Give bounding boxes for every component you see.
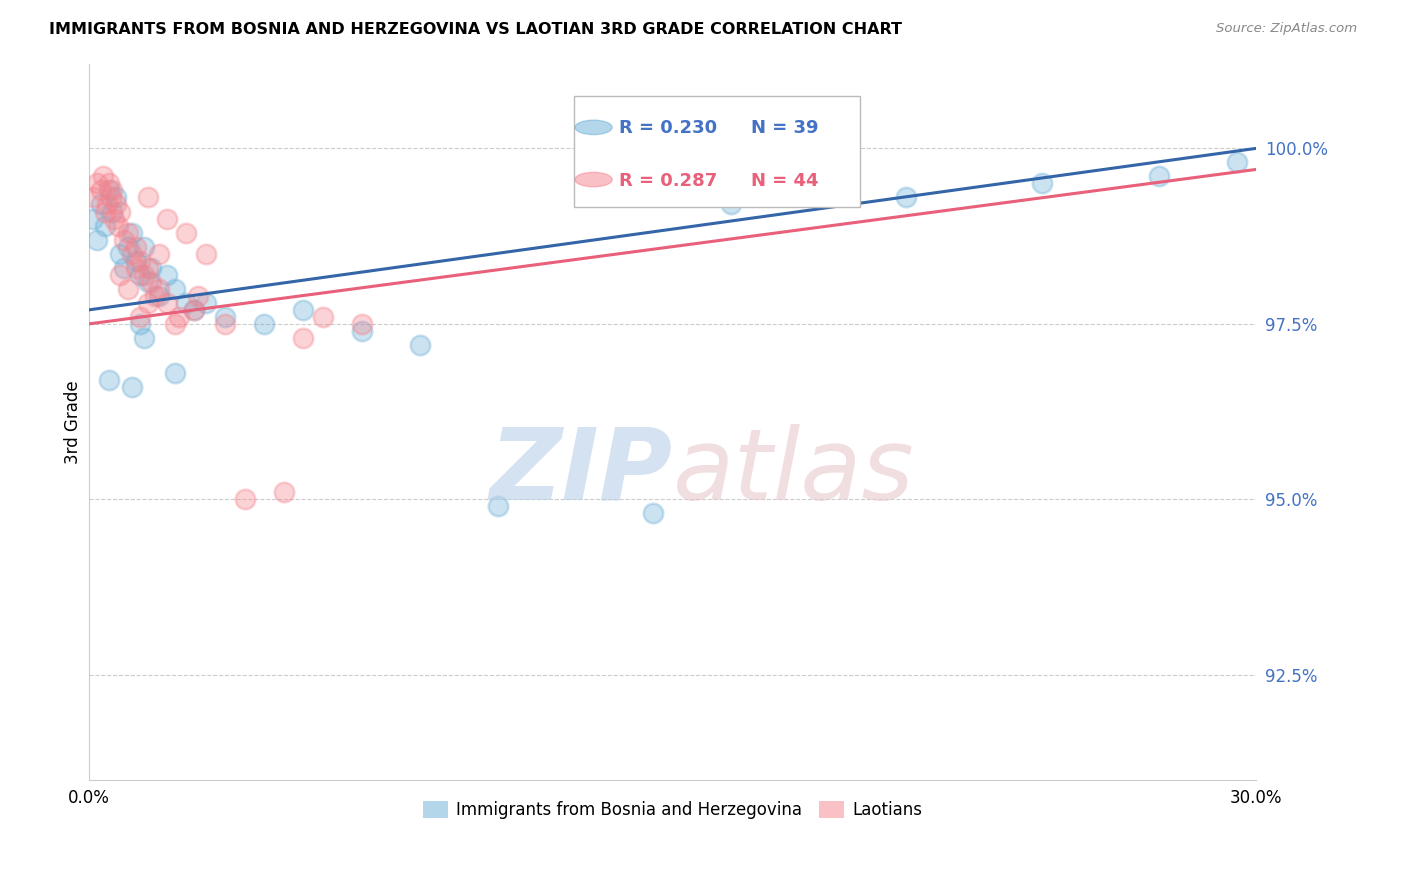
Point [643,507,665,521]
Y-axis label: 3rd Grade: 3rd Grade [65,380,82,464]
Point [896,190,918,204]
Point [121,246,143,260]
Point [253,317,276,331]
Point [136,275,159,289]
Point [110,268,132,282]
Point [183,302,205,317]
Point [91,169,114,184]
Point [163,366,186,380]
Point [112,260,135,275]
Point [110,246,132,260]
Point [121,380,143,394]
Point [121,226,143,240]
Point [110,204,132,219]
Point [194,295,217,310]
Point [125,253,148,268]
Point [350,324,373,338]
Point [350,317,373,331]
Point [136,260,159,275]
Point [136,190,159,204]
Point [273,485,295,500]
Point [167,310,190,324]
Point [163,317,186,331]
Legend: Immigrants from Bosnia and Herzegovina, Laotians: Immigrants from Bosnia and Herzegovina, … [416,794,929,826]
Point [132,239,155,253]
Point [409,338,432,352]
Text: Source: ZipAtlas.com: Source: ZipAtlas.com [1216,22,1357,36]
Point [97,184,120,198]
Point [1226,155,1249,169]
Point [128,253,150,268]
Point [311,310,333,324]
Point [176,295,198,310]
Point [141,260,163,275]
Text: atlas: atlas [673,424,914,521]
Point [82,190,104,204]
Point [97,177,120,191]
Point [176,226,198,240]
Point [136,295,159,310]
Point [97,373,120,387]
Point [128,310,150,324]
Point [107,219,129,233]
Point [117,282,139,296]
Point [292,302,315,317]
Point [125,239,148,253]
Point [128,268,150,282]
Point [156,211,179,226]
Point [148,289,170,303]
Point [128,317,150,331]
Point [105,190,128,204]
Point [132,331,155,345]
Point [720,197,742,211]
Point [112,233,135,247]
Point [156,295,179,310]
Point [101,204,124,219]
Point [105,197,128,211]
Point [101,184,124,198]
Point [148,246,170,260]
Point [214,310,236,324]
Point [148,282,170,296]
Point [100,190,122,204]
Point [93,204,115,219]
Point [1147,169,1170,184]
Point [194,246,217,260]
Point [86,233,108,247]
Point [214,317,236,331]
Text: IMMIGRANTS FROM BOSNIA AND HERZEGOVINA VS LAOTIAN 3RD GRADE CORRELATION CHART: IMMIGRANTS FROM BOSNIA AND HERZEGOVINA V… [49,22,903,37]
Point [117,239,139,253]
Point [93,219,115,233]
Point [103,211,125,226]
Point [117,226,139,240]
Point [486,500,509,514]
Point [141,275,163,289]
Point [82,211,104,226]
Point [233,492,256,507]
Point [132,268,155,282]
Point [86,177,108,191]
Point [125,260,148,275]
Point [90,197,112,211]
Point [96,197,118,211]
Point [183,302,205,317]
Point [143,289,166,303]
Point [156,268,179,282]
Point [1031,177,1053,191]
Point [187,289,209,303]
Text: ZIP: ZIP [489,424,673,521]
Point [292,331,315,345]
Point [163,282,186,296]
Point [90,184,112,198]
